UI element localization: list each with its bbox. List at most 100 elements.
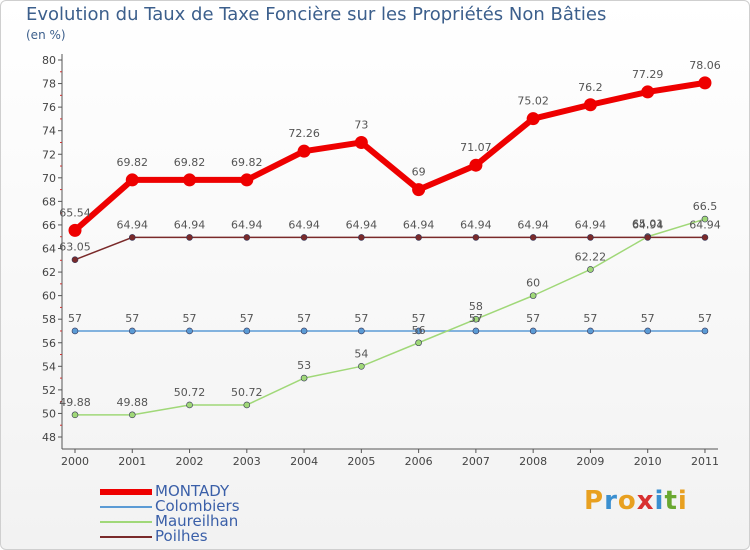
data-point [701,215,709,223]
x-tick-label: 2010 [634,455,662,468]
data-point [529,327,537,335]
y-tick-label: 76 [42,101,56,114]
y-tick-label: 56 [42,337,56,350]
data-point [300,327,308,335]
y-tick-label: 52 [42,384,56,397]
data-point [243,327,251,335]
data-point [472,327,480,335]
data-point [243,401,251,409]
data-point [300,374,308,382]
data-label: 58 [469,300,483,313]
data-label: 64.94 [632,218,664,231]
data-label: 65.01 [632,218,664,231]
data-label: 64.94 [689,218,721,231]
data-point [587,234,594,241]
data-point [701,234,709,241]
y-tick-label: 48 [42,431,56,444]
data-point [186,234,193,241]
data-point [358,234,365,241]
y-tick-label: 78 [42,78,56,91]
data-point [472,315,480,323]
logo-letter: o [617,486,637,516]
data-point [358,363,365,370]
proxiti-logo: Proxiti [584,486,688,516]
y-tick-label: 72 [42,148,56,161]
data-label: 57 [412,312,426,325]
y-tick-label: 68 [42,195,56,208]
series-line-poilhes [74,236,706,261]
data-point [300,234,308,241]
chart-title: Evolution du Taux de Taxe Foncière sur l… [26,4,607,25]
data-point [469,158,483,172]
y-tick-label: 70 [42,172,56,185]
data-label: 50.72 [231,386,263,399]
data-label: 56 [412,324,426,337]
x-tick-label: 2009 [576,455,604,468]
data-label: 66.5 [693,200,718,213]
data-label: 60 [526,277,540,290]
data-label: 69.82 [174,156,206,169]
data-label: 49.88 [117,396,149,409]
data-label: 57 [297,312,311,325]
data-point [472,234,480,241]
data-point [698,76,712,90]
data-label: 78.06 [689,59,721,72]
x-tick-label: 2000 [61,455,89,468]
data-label: 50.72 [174,386,206,399]
data-label: 73 [354,118,368,131]
x-tick-label: 2011 [691,455,719,468]
logo-letter: i [677,486,688,516]
y-tick-label: 64 [42,243,56,256]
logo-letter: r [604,486,618,516]
data-label: 57 [526,312,540,325]
data-label: 64.94 [288,218,320,231]
legend-swatch [100,506,152,508]
y-tick-label: 80 [42,54,56,67]
x-tick-label: 2003 [233,455,261,468]
data-point [644,234,652,241]
data-label: 57 [240,312,254,325]
data-label: 64.94 [346,218,378,231]
data-label: 69.82 [231,156,263,169]
legend-swatch [100,536,152,538]
legend-label: MONTADY [155,482,230,500]
legend-label: Poilhes [155,527,208,545]
data-label: 69.82 [117,156,149,169]
data-point [240,173,254,187]
data-point [587,327,594,335]
logo-letter: P [584,486,605,516]
data-label: 64.94 [460,218,492,231]
data-point [243,234,251,241]
data-label: 54 [354,347,368,360]
data-label: 64.94 [174,218,206,231]
logo-letter: x [636,486,655,516]
data-label: 72.26 [288,127,320,140]
data-point [583,98,597,112]
x-tick-label: 2005 [347,455,375,468]
data-label: 64.94 [231,218,263,231]
data-label: 69 [412,166,426,179]
data-point [68,223,82,237]
legend-swatch [100,521,152,523]
data-point [354,135,368,149]
data-label: 76.2 [578,81,603,94]
data-label: 64.94 [517,218,549,231]
data-label: 71.07 [460,141,492,154]
data-label: 64.94 [403,218,435,231]
data-point [186,327,193,335]
data-label: 57 [183,312,197,325]
x-tick-label: 2006 [405,455,433,468]
data-label: 63.05 [59,241,91,254]
data-point [358,327,365,335]
x-tick-label: 2004 [290,455,318,468]
y-tick-label: 74 [42,125,56,138]
logo-letter: t [664,486,678,516]
data-label: 57 [68,312,82,325]
data-point [183,173,197,187]
data-label: 57 [125,312,139,325]
y-tick-label: 62 [42,266,56,279]
x-tick-label: 2007 [462,455,490,468]
y-tick-label: 50 [42,407,56,420]
data-point [186,401,193,409]
